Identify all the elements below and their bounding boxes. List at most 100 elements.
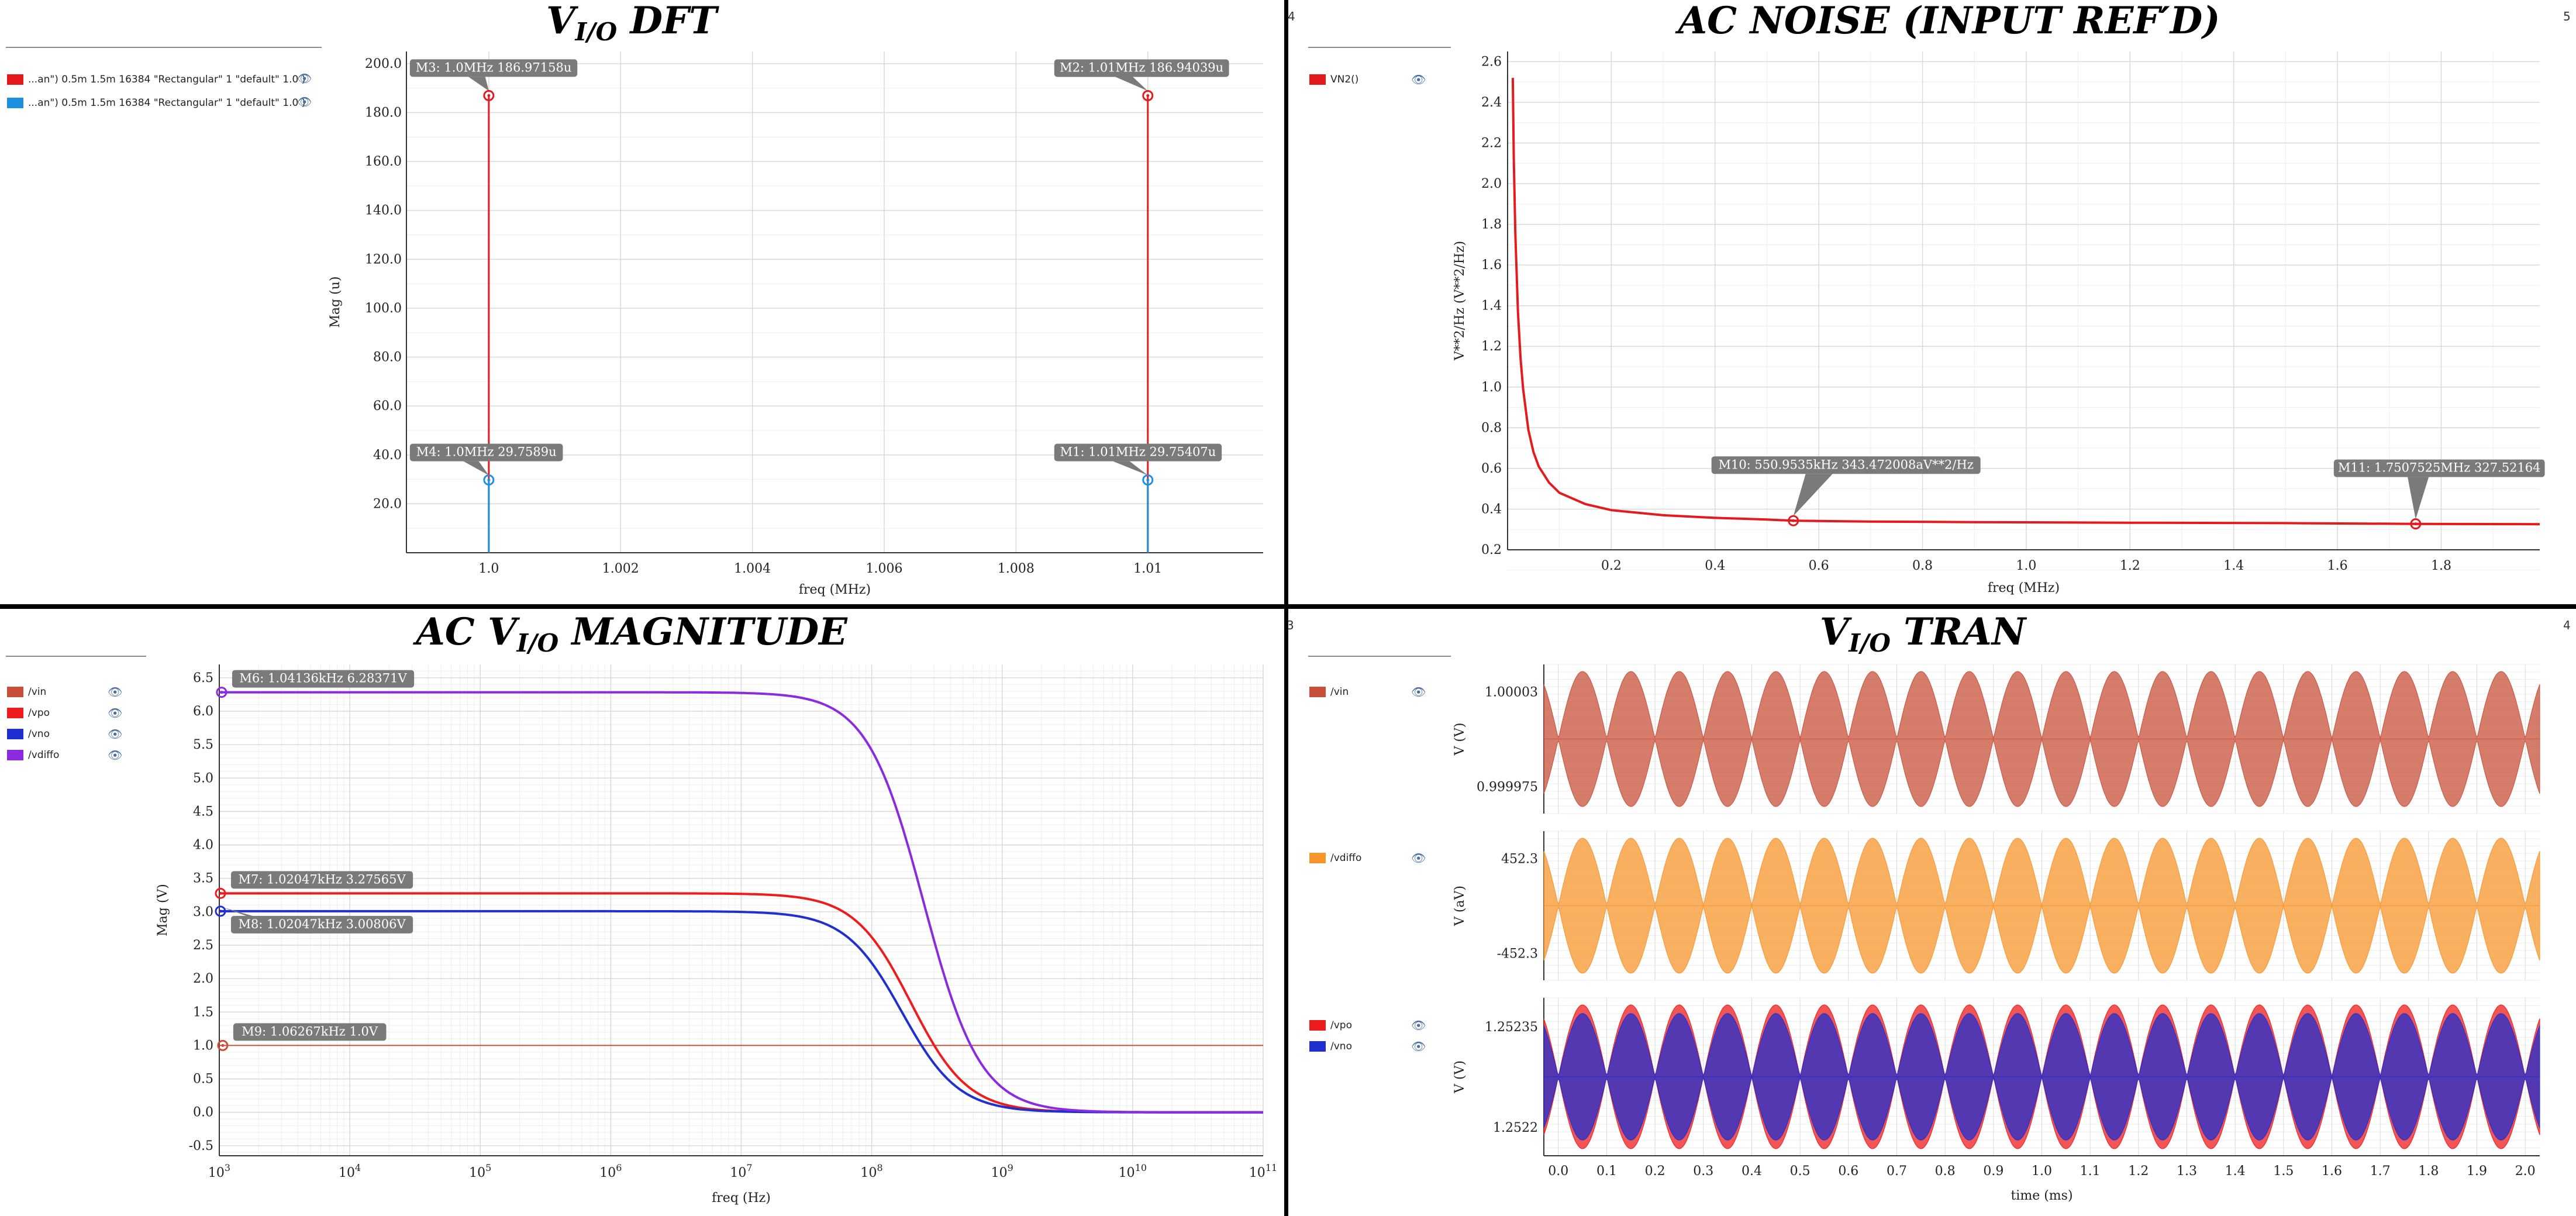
legend-label: /vin bbox=[28, 686, 47, 698]
tran-chart[interactable]: 1.00003 0.999975 V (V) 452.3 -452.3 V (aV) 1.2… bbox=[1288, 609, 2576, 1216]
y-tick-label: -0.5 bbox=[189, 1139, 213, 1153]
y-tick-label: 2.4 bbox=[1481, 95, 1502, 110]
y-tick-label: 6.5 bbox=[193, 671, 213, 685]
title-part: MAGNITUDE bbox=[558, 610, 847, 654]
eye-icon[interactable]: 👁 bbox=[1411, 685, 1426, 699]
marker-circle bbox=[483, 89, 495, 101]
x-tick-label: 106 bbox=[599, 1162, 622, 1180]
y-tick-label: 3.5 bbox=[193, 871, 213, 886]
horizontal-divider bbox=[0, 604, 2576, 609]
legend-item-vpo[interactable]: /vpo bbox=[7, 706, 50, 720]
legend-item-dft-blue[interactable]: ...an") 0.5m 1.5m 16384 "Rectangular" 1 … bbox=[7, 96, 305, 110]
y-tick-label: 120.0 bbox=[365, 252, 402, 267]
y-tick-label: 0.2 bbox=[1481, 543, 1502, 557]
dft-chart[interactable]: 20.0 40.0 60.0 80.0 100.0 120.0 140.0 160.0 180.… bbox=[0, 0, 1284, 604]
ac-chart[interactable]: -0.5 0.0 0.5 1.0 1.5 2.0 2.5 3.0 3.5 4.0 4.5 5.0 5.5… bbox=[0, 609, 1284, 1216]
x-tick-label: 1.01 bbox=[1133, 562, 1162, 576]
x-tick-label: 0.4 bbox=[1742, 1164, 1762, 1179]
y-tick-label: 160.0 bbox=[365, 154, 402, 169]
marker-dot bbox=[219, 910, 222, 913]
x-tick-label: 1.9 bbox=[2467, 1164, 2487, 1179]
legend-item-vdiffo[interactable]: /vdiffo bbox=[1309, 851, 1361, 865]
legend-label: ...an") 0.5m 1.5m 16384 "Rectangular" 1 … bbox=[28, 97, 306, 109]
marker-dot bbox=[1146, 478, 1150, 482]
marker-circle bbox=[217, 1039, 229, 1051]
marker-box bbox=[409, 59, 578, 77]
legend-item-vpo[interactable]: /vpo bbox=[1309, 1018, 1352, 1032]
legend-item-vno[interactable]: /vno bbox=[1309, 1039, 1352, 1053]
x-tick-label: 108 bbox=[861, 1162, 883, 1180]
eye-icon[interactable]: 👁 bbox=[297, 95, 312, 109]
y-tick-label: -452.3 bbox=[1497, 946, 1538, 961]
eye-icon[interactable]: 👁 bbox=[108, 727, 123, 741]
eye-icon[interactable]: 👁 bbox=[108, 706, 123, 720]
x-tick-label: 1.0 bbox=[2016, 559, 2036, 573]
marker-box bbox=[1711, 456, 1981, 474]
marker-circle bbox=[2410, 518, 2422, 530]
y-tick-label: 2.0 bbox=[193, 972, 213, 986]
marker-dot bbox=[1792, 519, 1795, 522]
title-subscript: I/O bbox=[516, 629, 559, 657]
y-tick-label: 0.6 bbox=[1481, 461, 1502, 476]
y-tick-label: 180.0 bbox=[365, 106, 402, 120]
legend-swatch bbox=[1309, 853, 1326, 863]
legend-item-vin[interactable]: /vin bbox=[1309, 685, 1349, 699]
y-tick-label: 0.5 bbox=[193, 1072, 213, 1087]
legend-item-vdiffo[interactable]: /vdiffo bbox=[7, 748, 59, 762]
x-tick-exponent: 4 bbox=[355, 1162, 361, 1173]
legend-item-vin[interactable]: /vin bbox=[7, 685, 46, 699]
marker-box bbox=[1054, 59, 1229, 77]
marker-circle bbox=[1142, 89, 1154, 101]
y-tick-label: 5.5 bbox=[193, 738, 213, 752]
y-tick-label: 1.2 bbox=[1481, 339, 1502, 354]
x-tick-exponent: 8 bbox=[877, 1162, 883, 1173]
eye-icon[interactable]: 👁 bbox=[108, 685, 123, 699]
marker-pointer bbox=[1793, 474, 1833, 516]
legend-item-vn2[interactable]: VN2() bbox=[1309, 73, 1358, 87]
legend-item-dft-red[interactable]: ...an") 0.5m 1.5m 16384 "Rectangular" 1 … bbox=[7, 73, 305, 87]
noise-chart[interactable]: 0.2 0.4 0.6 0.8 1.0 1.2 1.4 1.6 1.8 2.0 2.2 2.4 2.6 0… bbox=[1288, 0, 2576, 604]
y-tick-label: 452.3 bbox=[1501, 852, 1538, 867]
marker-label: M9: 1.06267kHz 1.0V bbox=[242, 1024, 378, 1038]
y-tick-label: 2.5 bbox=[193, 938, 213, 953]
y-tick-label: 1.0 bbox=[193, 1038, 213, 1053]
x-tick-label: 0.7 bbox=[1887, 1164, 1907, 1179]
x-tick-label: 0.6 bbox=[1809, 559, 1829, 573]
legend-rule bbox=[6, 47, 322, 48]
legend-label: /vno bbox=[28, 728, 50, 740]
eye-icon[interactable]: 👁 bbox=[1411, 851, 1426, 865]
eye-icon[interactable]: 👁 bbox=[1411, 73, 1426, 87]
eye-icon[interactable]: 👁 bbox=[1411, 1039, 1426, 1053]
y-tick-label: 2.6 bbox=[1481, 54, 1502, 69]
panel-title: AC VI/O MAGNITUDE bbox=[416, 614, 847, 656]
title-part: V bbox=[546, 0, 575, 43]
x-tick-label: 1.2 bbox=[2128, 1164, 2149, 1179]
legend-item-vno[interactable]: /vno bbox=[7, 727, 50, 741]
x-tick-label: 0.3 bbox=[1693, 1164, 1713, 1179]
title-part: V bbox=[1819, 610, 1849, 654]
title-part: TRAN bbox=[1890, 610, 2026, 654]
panel-title: AC NOISE (INPUT REF′D) bbox=[1678, 0, 2220, 43]
marker-label: M4: 1.0MHz 29.7589u bbox=[416, 445, 557, 459]
y-tick-label: 0.0 bbox=[193, 1105, 213, 1120]
eye-icon[interactable]: 👁 bbox=[1411, 1018, 1426, 1032]
eye-icon[interactable]: 👁 bbox=[297, 71, 312, 85]
marker-pointer bbox=[463, 461, 489, 476]
x-tick-label: 0.8 bbox=[1912, 559, 1933, 573]
x-tick-label: 0.0 bbox=[1548, 1164, 1568, 1179]
panel-corner-number: 3 bbox=[1288, 618, 1294, 632]
legend-swatch bbox=[1309, 1020, 1326, 1031]
x-tick-label: 0.5 bbox=[1790, 1164, 1811, 1179]
marker-label: M1: 1.01MHz 29.75407u bbox=[1060, 445, 1216, 459]
marker-dot bbox=[487, 478, 491, 482]
marker-label: M10: 550.9535kHz 343.472008aV**2/Hz bbox=[1718, 457, 1973, 471]
marker-circle bbox=[1788, 515, 1799, 526]
eye-icon[interactable]: 👁 bbox=[108, 748, 123, 762]
noise-panel: 4 5 VN2() 👁 AC NOISE (INPUT REF′D) 0.2 0.… bbox=[1288, 0, 2576, 604]
marker-label: M2: 1.01MHz 186.94039u bbox=[1060, 60, 1223, 74]
marker-dot bbox=[2414, 522, 2418, 526]
title-part: DFT bbox=[617, 0, 718, 43]
marker-pointer bbox=[2408, 477, 2429, 519]
y-tick-label: 1.5 bbox=[193, 1005, 213, 1019]
marker-pointer bbox=[1115, 77, 1148, 91]
